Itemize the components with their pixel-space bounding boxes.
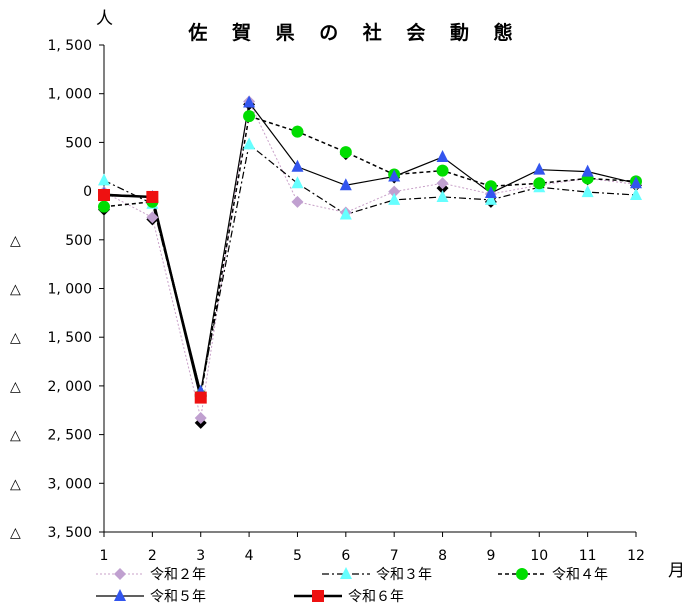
y-tick-label-sign: △ (10, 525, 21, 541)
y-tick-label: 1, 500 (47, 38, 92, 54)
data-point (533, 162, 546, 175)
legend-label: 令和３年 (376, 567, 432, 583)
y-tick-label: 1, 500 (47, 330, 92, 346)
data-point (630, 176, 642, 189)
data-point (436, 150, 449, 163)
x-tick-label: 4 (245, 548, 254, 564)
legend-marker (114, 589, 126, 601)
data-point (436, 189, 449, 202)
y-tick-label-sign: △ (10, 428, 21, 444)
data-point (581, 185, 594, 198)
y-axis-unit: 人 (96, 9, 113, 29)
legend-label: 令和６年 (348, 589, 404, 605)
x-tick-label: 12 (627, 548, 645, 564)
x-tick-label: 3 (196, 548, 205, 564)
data-point (291, 176, 304, 189)
y-tick-label: 2, 500 (47, 428, 92, 444)
y-tick-label-sign: △ (10, 330, 21, 346)
y-tick-label-sign: △ (10, 476, 21, 492)
data-point (291, 159, 304, 172)
x-tick-label: 8 (438, 548, 447, 564)
y-tick-label: 0 (83, 184, 92, 200)
y-tick-label-sign: △ (10, 233, 21, 249)
data-point (339, 207, 352, 220)
data-point (484, 186, 497, 199)
data-point (243, 137, 256, 150)
data-point (630, 187, 642, 200)
data-point (98, 188, 110, 201)
y-tick-label: 2, 000 (47, 379, 92, 395)
data-point (98, 200, 110, 213)
x-tick-label: 5 (293, 548, 302, 564)
data-point (581, 164, 594, 177)
chart-title: 佐 賀 県 の 社 会 動 態 (188, 22, 522, 44)
data-point (146, 211, 159, 224)
x-tick-label: 10 (530, 548, 548, 564)
data-point (388, 169, 401, 182)
y-tick-label: 3, 000 (47, 476, 92, 492)
y-tick-label: 1, 000 (47, 282, 92, 298)
y-tick-label: 3, 500 (47, 525, 92, 541)
data-point (533, 177, 546, 190)
legend-marker (114, 568, 126, 580)
legend-label: 令和４年 (552, 567, 608, 583)
data-point (194, 412, 207, 425)
data-point (146, 190, 159, 203)
y-tick-label: 500 (65, 135, 92, 151)
x-axis-unit: 月 (668, 561, 685, 581)
data-point (484, 192, 497, 205)
x-tick-label: 9 (486, 548, 495, 564)
data-point (339, 178, 352, 191)
x-tick-label: 7 (390, 548, 399, 564)
data-point (436, 177, 449, 190)
y-tick-label: 500 (65, 233, 92, 249)
data-point (388, 192, 401, 205)
x-tick-label: 11 (579, 548, 597, 564)
legend-label: 令和５年 (150, 589, 206, 605)
data-point (436, 164, 449, 177)
series-line (103, 193, 202, 398)
legend-label: 令和２年 (150, 567, 206, 583)
data-point (243, 110, 256, 123)
data-point (243, 95, 256, 108)
y-tick-label-sign: △ (10, 379, 21, 395)
y-tick-label-sign: △ (10, 282, 21, 298)
x-tick-label: 6 (341, 548, 350, 564)
x-tick-label: 1 (100, 548, 109, 564)
x-tick-label: 2 (148, 548, 157, 564)
data-point (98, 173, 110, 186)
data-point (291, 125, 304, 138)
series-line (103, 115, 637, 396)
data-point (291, 195, 304, 208)
legend-marker (312, 590, 324, 602)
data-point (194, 391, 207, 404)
series-line (103, 99, 637, 419)
data-point (339, 146, 352, 159)
data-point (388, 185, 401, 198)
legend-marker (516, 568, 528, 580)
y-tick-label: 1, 000 (47, 87, 92, 103)
legend-marker (340, 567, 352, 579)
